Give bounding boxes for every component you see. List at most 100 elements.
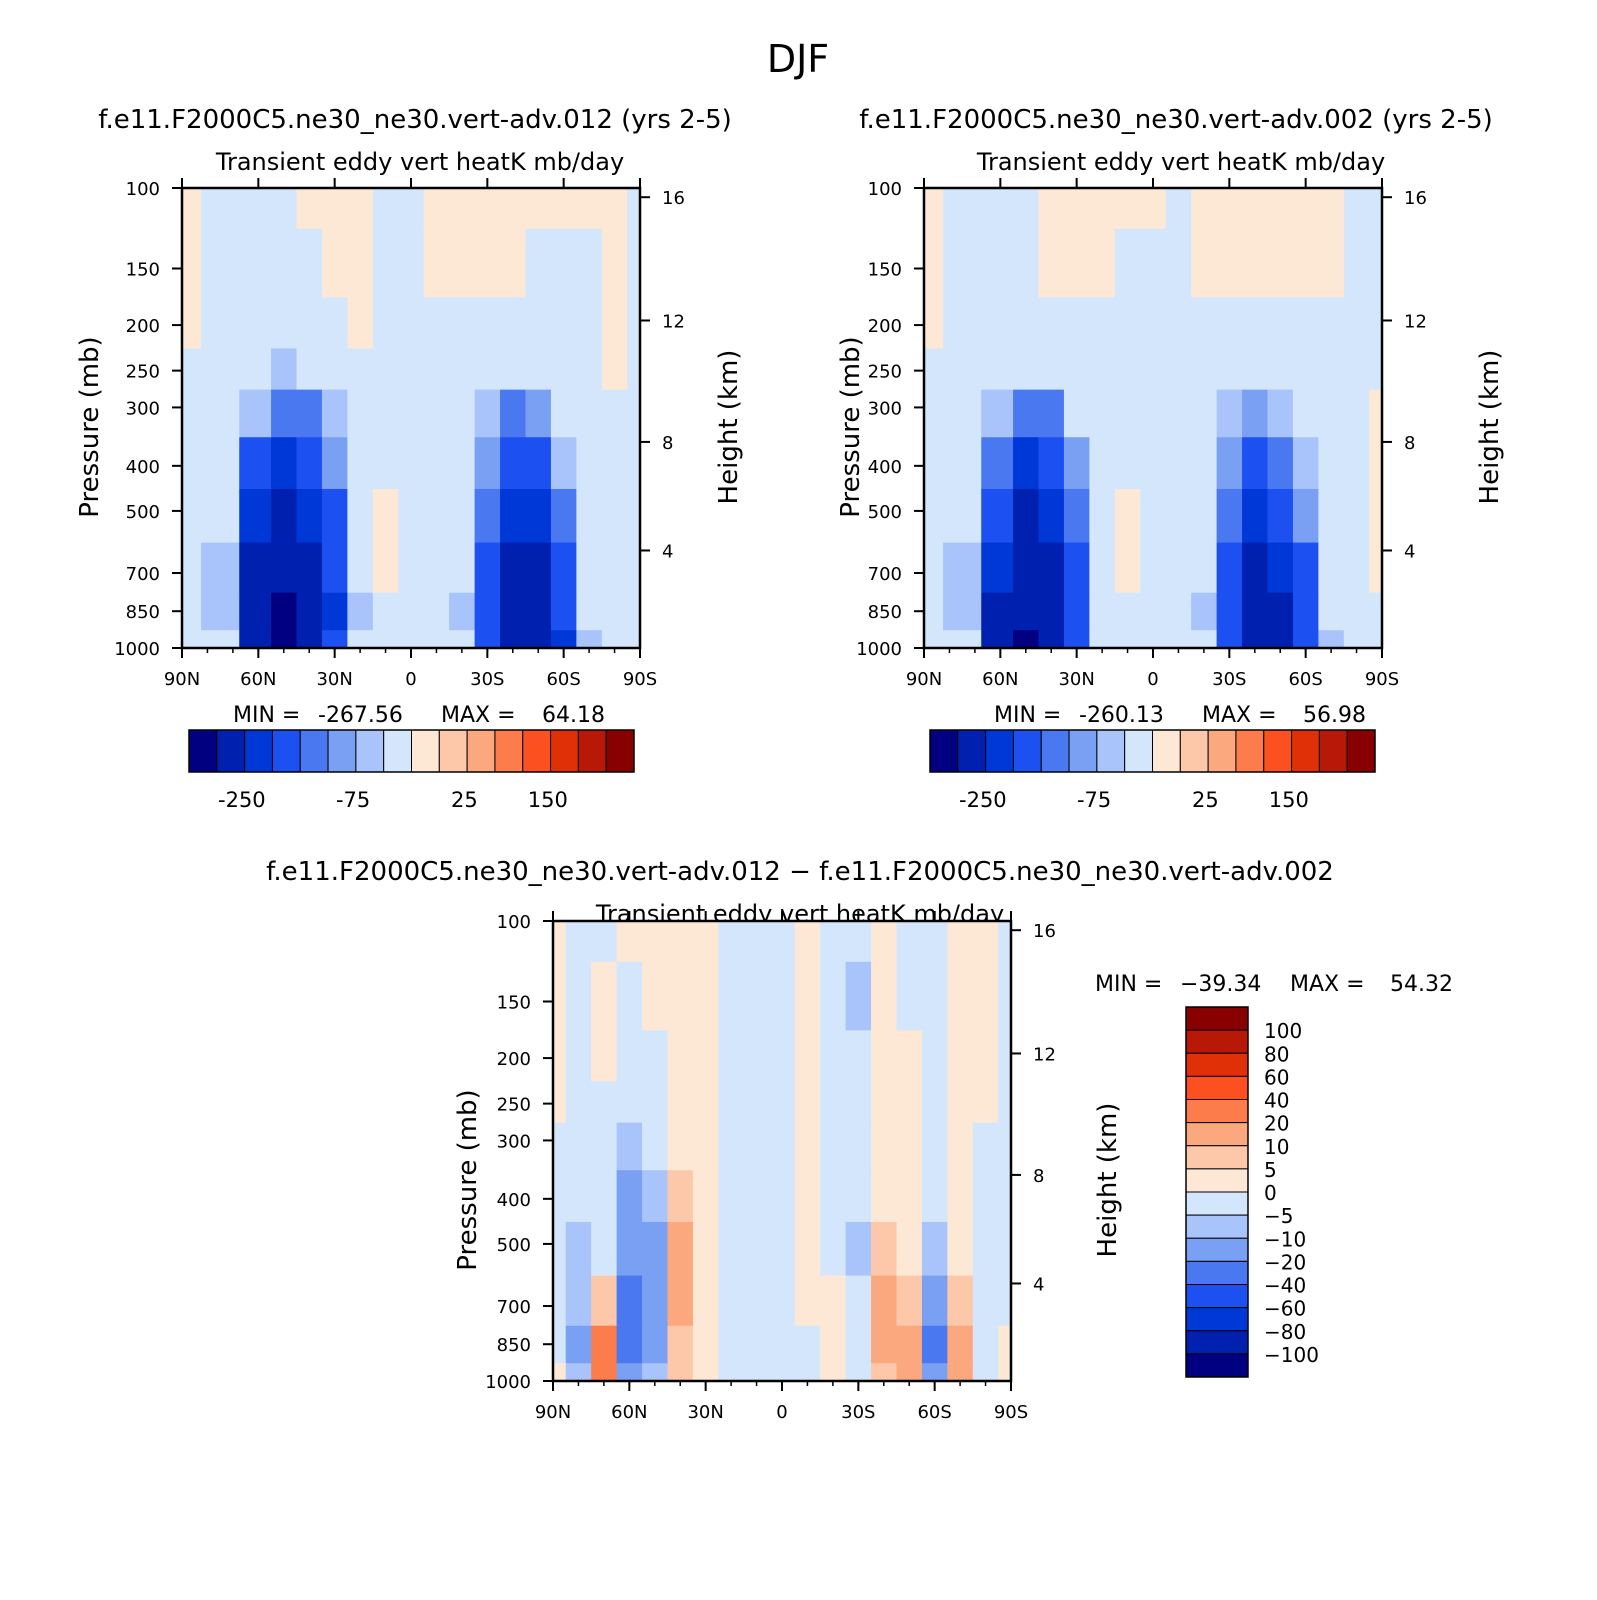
heatmap-cell: [1242, 228, 1269, 298]
heatmap-cell: [820, 1325, 847, 1364]
heatmap-cell: [667, 1221, 694, 1276]
panel-2-min-value: -260.13: [1079, 703, 1164, 728]
heatmap-cell: [667, 1325, 694, 1364]
heatmap-cell: [981, 228, 1014, 298]
heatmap-cell: [1242, 188, 1269, 229]
heatmap-cell: [692, 1362, 719, 1382]
heatmap-cell: [743, 961, 770, 1031]
heatmap-cell: [553, 1325, 567, 1364]
heatmap-cell: [1292, 188, 1319, 229]
heatmap-cell: [947, 1325, 974, 1364]
heatmap-cell: [924, 188, 944, 229]
colorbar-label: 10: [1264, 1135, 1289, 1159]
heatmap-cell: [921, 1080, 948, 1123]
colorbar-label: 20: [1264, 1112, 1289, 1136]
heatmap-cell: [239, 541, 272, 593]
heatmap-cell: [372, 228, 399, 298]
heatmap-cell: [1165, 592, 1192, 631]
heatmap-cell: [943, 541, 982, 593]
heatmap-cell: [182, 188, 202, 229]
heatmap-cell: [692, 1169, 719, 1222]
heatmap-cell: [1369, 541, 1383, 593]
heatmap-cell: [627, 347, 641, 390]
heatmap-cell: [591, 1362, 618, 1382]
panel-3-min-value: −39.34: [1180, 972, 1261, 997]
heatmap-cell: [591, 1029, 618, 1082]
panel-1-min-label: MIN =: [233, 703, 300, 728]
heatmap-cell: [500, 629, 527, 649]
colorbar-swatch: [1096, 729, 1126, 773]
panel-3-ylabel: Pressure (mb): [453, 1089, 483, 1270]
x-tick-label: 30N: [316, 669, 352, 690]
heatmap-cell: [921, 1122, 948, 1171]
heatmap-cell: [525, 389, 552, 438]
heatmap-cell: [347, 389, 374, 438]
heatmap-cell: [1216, 629, 1243, 649]
heatmap-cell: [601, 488, 628, 543]
heatmap-cell: [1292, 389, 1319, 438]
heatmap-cell: [1318, 629, 1345, 649]
heatmap-cell: [1318, 488, 1345, 543]
heatmap-cell: [616, 961, 643, 1031]
heatmap-cell: [794, 1080, 821, 1123]
panel-2: f.e11.F2000C5.ne30_ne30.vert-adv.002 (yr…: [836, 105, 1505, 812]
heatmap-cell: [550, 436, 577, 489]
heatmap-cell: [1242, 541, 1269, 593]
heatmap-cell: [871, 1221, 898, 1276]
heatmap-cell: [924, 296, 944, 349]
heatmap-cell: [921, 1325, 948, 1364]
heatmap-cell: [423, 188, 450, 229]
heatmap-cell: [423, 541, 450, 593]
heatmap-cell: [1318, 347, 1345, 390]
colorbar-swatch: [494, 729, 524, 773]
heatmap-cell: [1038, 347, 1065, 390]
colorbar-label: 150: [528, 788, 568, 812]
heatmap-cell: [201, 436, 240, 489]
heatmap-cell: [924, 347, 944, 390]
heatmap-cell: [998, 1221, 1012, 1276]
heatmap-cell: [525, 347, 552, 390]
colorbar-swatch: [985, 729, 1014, 773]
heatmap-cell: [794, 1325, 821, 1364]
y-tick-label: 250: [868, 362, 902, 383]
panel-1-title: Transient eddy vert heatK mb/day: [215, 148, 624, 176]
heatmap-cell: [550, 296, 577, 349]
heatmap-cell: [321, 488, 348, 543]
heatmap-cell: [981, 347, 1014, 390]
heatmap-cell: [601, 436, 628, 489]
y2-tick-label: 4: [1033, 1274, 1044, 1295]
heatmap-cell: [1318, 436, 1345, 489]
y-tick-label: 150: [497, 993, 531, 1014]
x-tick-label: 0: [1147, 669, 1158, 690]
heatmap-cell: [642, 1325, 669, 1364]
heatmap-cell: [1140, 592, 1167, 631]
x-tick-label: 90S: [994, 1402, 1028, 1423]
heatmap-cell: [1114, 228, 1141, 298]
heatmap-cell: [565, 1122, 592, 1171]
heatmap-cell: [591, 1325, 618, 1364]
x-tick-label: 60N: [611, 1402, 647, 1423]
colorbar-swatch: [1235, 729, 1265, 773]
heatmap-cell: [1292, 347, 1319, 390]
heatmap-cell: [565, 1362, 592, 1382]
heatmap-cell: [1063, 347, 1090, 390]
heatmap-cell: [296, 592, 323, 631]
heatmap-cell: [525, 228, 552, 298]
heatmap-cell: [1216, 188, 1243, 229]
y-tick-label: 1000: [114, 639, 160, 660]
heatmap-cell: [398, 629, 425, 649]
heatmap-cell: [201, 228, 240, 298]
heatmap-cell: [1267, 488, 1294, 543]
heatmap-cell: [820, 1362, 847, 1382]
heatmap-cell: [642, 1122, 669, 1171]
heatmap-cell: [1343, 296, 1370, 349]
colorbar-swatch: [244, 729, 273, 773]
heatmap-cell: [981, 436, 1014, 489]
colorbar-swatch: [577, 729, 607, 773]
heatmap-cell: [845, 1029, 872, 1082]
colorbar-swatch: [1152, 729, 1181, 773]
heatmap-cell: [1369, 436, 1383, 489]
heatmap-cell: [296, 541, 323, 593]
colorbar-swatch: [299, 729, 329, 773]
y-tick-label: 400: [868, 457, 902, 478]
